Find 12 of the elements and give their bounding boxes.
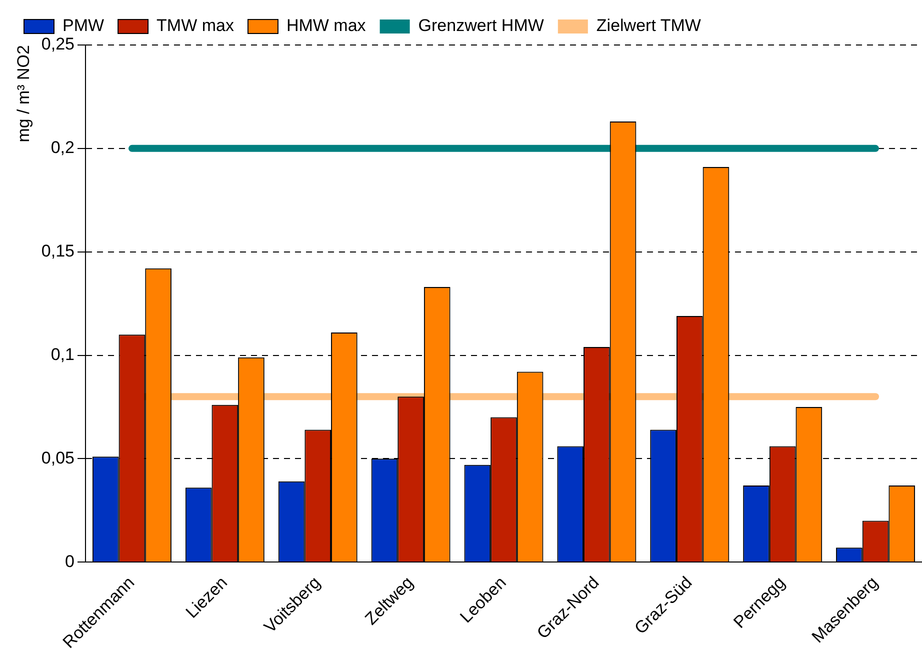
y-tick-label: 0,2 [50,138,74,158]
y-tick-label: 0,1 [50,344,74,364]
y-tick-label: 0,05 [41,448,74,468]
legend-label: HMW max [286,16,366,36]
y-tick-label: 0,25 [41,34,74,54]
legend-label: Zielwert TMW [596,16,701,36]
y-tick-label: 0 [65,552,74,571]
y-tick-label: 0,15 [41,242,74,261]
legend-label: TMW max [156,16,234,36]
legend-label: PMW [62,16,104,36]
y-axis-title: mg / m³ NO2 [14,45,33,142]
legend-label: Grenzwert HMW [418,16,544,36]
